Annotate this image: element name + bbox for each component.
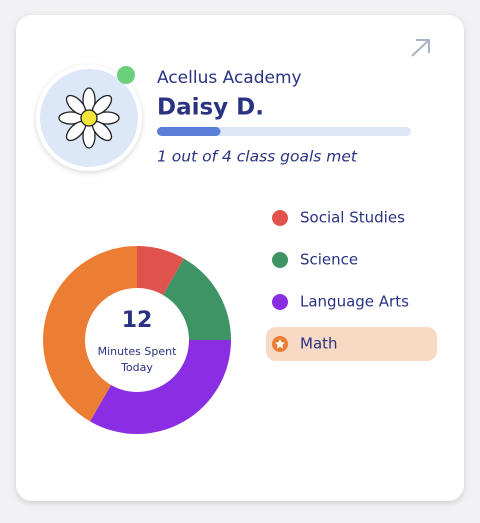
legend-swatch [272, 210, 288, 226]
legend-label: Science [300, 251, 358, 269]
goals-text: 1 out of 4 class goals met [157, 148, 358, 166]
progress-track [157, 127, 411, 136]
legend-highlight [266, 327, 437, 361]
donut-slice [43, 246, 137, 422]
school-name: Acellus Academy [157, 68, 302, 88]
star-icon [275, 339, 285, 349]
donut-slice [163, 258, 231, 340]
progress-fill [157, 127, 221, 136]
expand-icon[interactable] [411, 39, 430, 57]
legend-label: Social Studies [300, 209, 405, 227]
center-label: Minutes Spent Today [97, 345, 177, 374]
daisy-icon [58, 87, 120, 149]
legend-label: Language Arts [300, 293, 409, 311]
legend-swatch [272, 294, 288, 310]
legend-item[interactable]: Language Arts [272, 293, 409, 311]
legend-item[interactable]: Science [272, 251, 358, 269]
student-name: Daisy D. [157, 95, 264, 121]
online-dot [117, 66, 135, 84]
donut-slice [90, 340, 231, 434]
total-minutes: 12 [122, 308, 153, 333]
donut-slice [137, 246, 184, 295]
legend-item[interactable]: Math [266, 327, 437, 361]
legend-label: Math [300, 335, 338, 353]
legend-swatch [272, 252, 288, 268]
legend-item[interactable]: Social Studies [272, 209, 405, 227]
